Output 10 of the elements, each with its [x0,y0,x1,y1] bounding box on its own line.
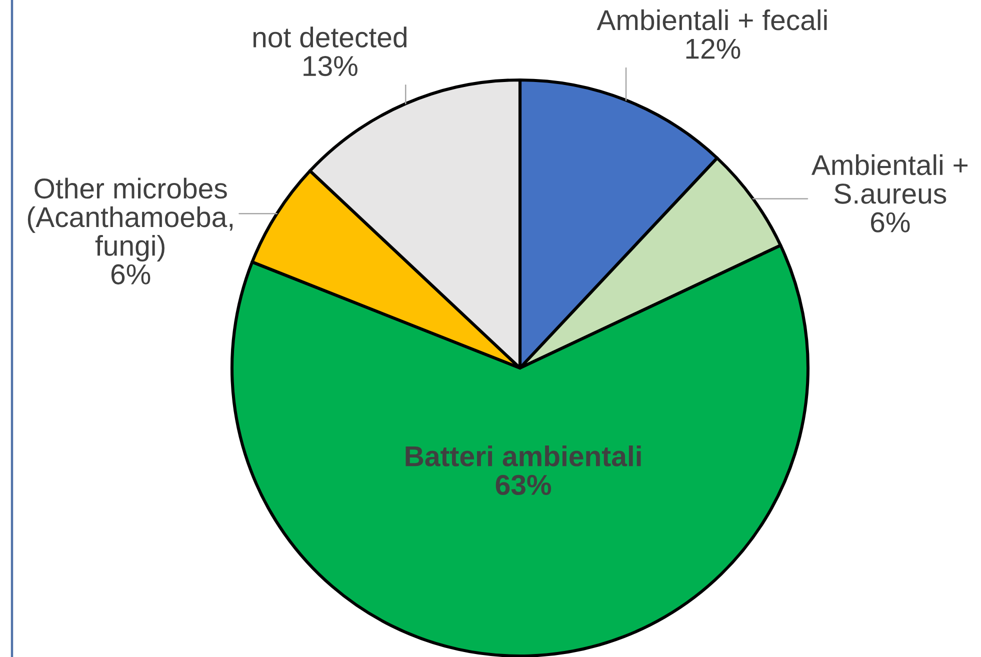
data-label: 6% [111,264,150,284]
data-label: 13% [304,56,358,76]
data-label: 6% [871,212,910,232]
slice-label: not detected [253,26,406,48]
data-label: 12% [686,38,740,59]
slice-label: Ambientali + fecali [596,9,827,30]
slice-label: Batteri ambientali [406,445,641,466]
slice-label: Ambientali + S.aureus [811,154,968,204]
data-label: 63% [496,474,552,496]
slice-label: Other microbes (Acanthamoeba, fungi) [28,178,233,262]
